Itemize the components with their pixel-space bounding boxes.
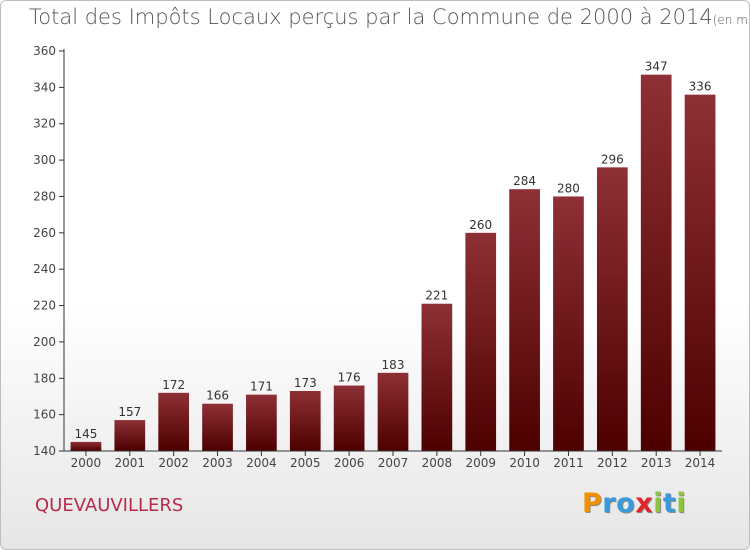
bar: [421, 303, 453, 451]
commune-name: QUEVAUVILLERS: [35, 495, 184, 516]
bar-value-label: 280: [557, 181, 580, 195]
y-tick-label: 140: [33, 444, 56, 458]
y-tick-label: 300: [33, 153, 56, 167]
y-tick-label: 200: [33, 335, 56, 349]
logo-letter: x: [635, 488, 654, 519]
x-tick-label: 2013: [641, 456, 672, 470]
proxiti-logo[interactable]: Proxiti: [582, 488, 686, 519]
bar: [509, 189, 540, 451]
bar-value-label: 284: [513, 174, 536, 188]
chart-title-text: Total des Impôts Locaux perçus par la Co…: [29, 5, 713, 29]
x-tick-label: 2005: [290, 456, 321, 470]
logo-letter: t: [662, 488, 677, 519]
bar-value-label: 176: [338, 371, 361, 385]
axes-group: 140 160 180 200 220 240 260 280 300 320 340 360 2000…: [33, 44, 722, 470]
logo-letter: i: [653, 488, 663, 519]
bar-value-label: 157: [118, 405, 141, 419]
chart-title: Total des Impôts Locaux perçus par la Co…: [29, 5, 750, 29]
x-tick-label: 2006: [334, 456, 365, 470]
bar: [158, 392, 190, 451]
y-tick-label: 340: [33, 80, 56, 94]
bar-value-label: 173: [294, 376, 317, 390]
logo-letter: r: [602, 488, 617, 519]
x-tick-label: 2012: [597, 456, 628, 470]
chart-title-unit: (en milliers d'€): [712, 13, 750, 27]
x-tick-label: 2003: [202, 456, 233, 470]
logo-letter: P: [582, 488, 603, 519]
x-tick-label: 2001: [115, 456, 146, 470]
x-tick-label: 2014: [685, 456, 716, 470]
x-tick-label: 2000: [71, 456, 102, 470]
x-tick-label: 2002: [158, 456, 189, 470]
bar: [333, 385, 365, 451]
bar-value-label: 347: [645, 60, 668, 74]
x-tick-label: 2009: [465, 456, 496, 470]
bar-value-label: 171: [250, 380, 273, 394]
bar-value-label: 172: [162, 378, 185, 392]
bar: [114, 420, 146, 451]
bar: [596, 167, 628, 451]
x-tick-label: 2011: [553, 456, 584, 470]
bar: [684, 94, 716, 452]
bar: [202, 403, 233, 451]
bar-value-label: 221: [425, 289, 448, 303]
bar-value-label: 166: [206, 389, 229, 403]
bar: [289, 391, 321, 451]
bar: [377, 372, 409, 451]
bar-value-label: 296: [601, 152, 624, 166]
y-tick-label: 240: [33, 262, 56, 276]
y-tick-label: 320: [33, 117, 56, 131]
bar: [640, 74, 672, 452]
bar: [465, 232, 497, 451]
bar-value-label: 336: [689, 80, 712, 94]
bar-value-label: 260: [469, 218, 492, 232]
bar: [246, 394, 277, 451]
x-tick-label: 2008: [422, 456, 453, 470]
x-tick-label: 2010: [509, 456, 540, 470]
bar-value-label: 183: [382, 358, 405, 372]
bar: [553, 196, 584, 451]
x-tick-label: 2007: [378, 456, 409, 470]
bars-group: 145 157 172 166 171 173 176 183 221 260 284 280 296 3…: [70, 60, 716, 452]
x-tick-label: 2004: [246, 456, 277, 470]
logo-letter: i: [676, 488, 687, 519]
y-tick-label: 280: [33, 189, 56, 203]
y-tick-label: 160: [33, 408, 56, 422]
bar: [70, 441, 102, 451]
y-tick-label: 180: [33, 371, 56, 385]
bar-value-label: 145: [74, 427, 97, 441]
y-tick-label: 360: [33, 44, 56, 58]
y-tick-label: 260: [33, 226, 56, 240]
y-tick-label: 220: [33, 299, 56, 313]
logo-letter: o: [616, 488, 636, 519]
